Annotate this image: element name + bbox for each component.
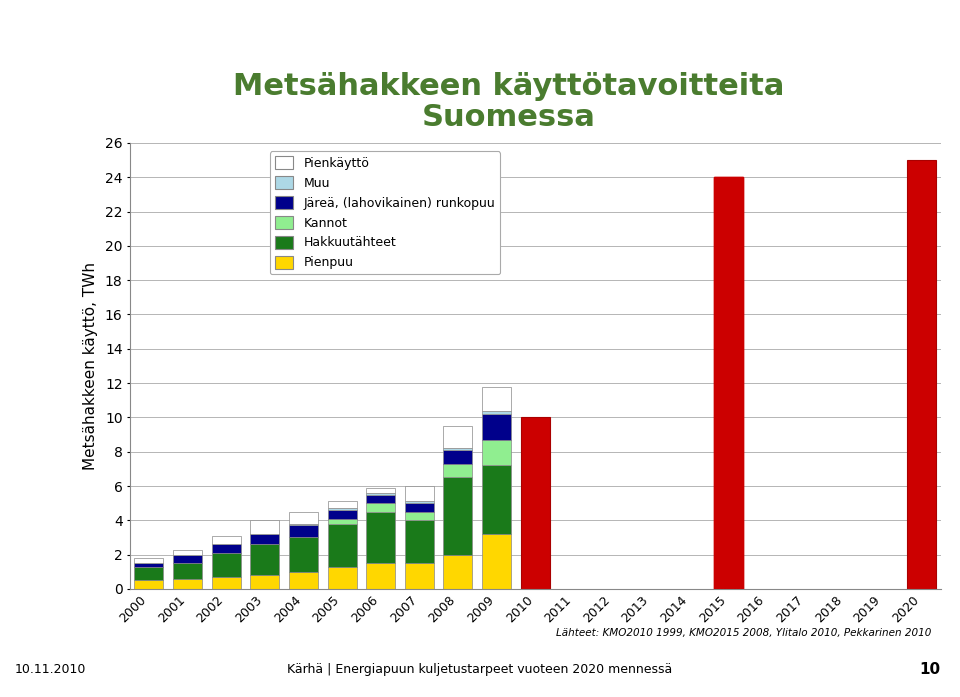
- Bar: [444, 450, 472, 464]
- Bar: [289, 526, 318, 537]
- Text: Suomessa: Suomessa: [421, 103, 596, 132]
- Bar: [289, 512, 318, 523]
- Bar: [482, 414, 511, 440]
- Bar: [327, 519, 356, 523]
- Bar: [405, 503, 434, 512]
- Bar: [714, 177, 743, 589]
- Bar: [482, 387, 511, 411]
- Bar: [251, 544, 279, 575]
- Bar: [366, 495, 396, 503]
- Bar: [251, 521, 279, 534]
- Text: Kärhä | Energiapuun kuljetustarpeet vuoteen 2020 mennessä: Kärhä | Energiapuun kuljetustarpeet vuot…: [287, 663, 673, 676]
- Bar: [212, 553, 241, 577]
- Bar: [134, 567, 163, 581]
- Bar: [289, 572, 318, 589]
- Text: 10.11.2010: 10.11.2010: [14, 663, 85, 676]
- Bar: [366, 512, 396, 563]
- Y-axis label: Metsähakkeen käyttö, TWh: Metsähakkeen käyttö, TWh: [83, 262, 98, 470]
- Bar: [366, 488, 396, 493]
- Bar: [482, 534, 511, 589]
- Bar: [173, 555, 202, 563]
- Bar: [173, 563, 202, 579]
- Bar: [134, 558, 163, 563]
- Bar: [212, 544, 241, 553]
- Text: Lähteet: KMO2010 1999, KMO2015 2008, Ylitalo 2010, Pekkarinen 2010: Lähteet: KMO2010 1999, KMO2015 2008, Yli…: [556, 628, 931, 638]
- Bar: [327, 567, 356, 589]
- Bar: [251, 534, 279, 544]
- Bar: [714, 177, 743, 589]
- Bar: [289, 537, 318, 572]
- Bar: [482, 440, 511, 466]
- Bar: [327, 508, 356, 510]
- Text: ⚡: ⚡: [24, 27, 39, 47]
- Bar: [173, 579, 202, 589]
- Bar: [366, 563, 396, 589]
- Bar: [173, 549, 202, 555]
- Bar: [366, 493, 396, 495]
- Bar: [405, 512, 434, 521]
- Text: Metsäteho: Metsäteho: [58, 27, 182, 47]
- Bar: [212, 577, 241, 589]
- Bar: [134, 581, 163, 589]
- Bar: [134, 563, 163, 567]
- Bar: [327, 523, 356, 567]
- Bar: [251, 575, 279, 589]
- Bar: [444, 448, 472, 450]
- Legend: Pienkäyttö, Muu, Järeä, (lahovikainen) runkopuu, Kannot, Hakkuutähteet, Pienpuu: Pienkäyttö, Muu, Järeä, (lahovikainen) r…: [270, 151, 500, 275]
- Bar: [405, 486, 434, 501]
- Bar: [212, 536, 241, 544]
- Text: Metsähakkeen käyttötavoitteita: Metsähakkeen käyttötavoitteita: [233, 72, 784, 101]
- Bar: [907, 160, 936, 589]
- Bar: [405, 521, 434, 563]
- Bar: [327, 501, 356, 508]
- Bar: [482, 411, 511, 414]
- Bar: [327, 510, 356, 519]
- Bar: [444, 477, 472, 555]
- Bar: [366, 503, 396, 512]
- Bar: [289, 523, 318, 526]
- Bar: [520, 418, 550, 589]
- Bar: [482, 466, 511, 534]
- Bar: [405, 563, 434, 589]
- Bar: [444, 555, 472, 589]
- Text: 10: 10: [920, 662, 941, 677]
- Text: www.metsateho.fi: www.metsateho.fi: [811, 30, 936, 45]
- Bar: [444, 426, 472, 448]
- Bar: [405, 501, 434, 503]
- Bar: [444, 464, 472, 477]
